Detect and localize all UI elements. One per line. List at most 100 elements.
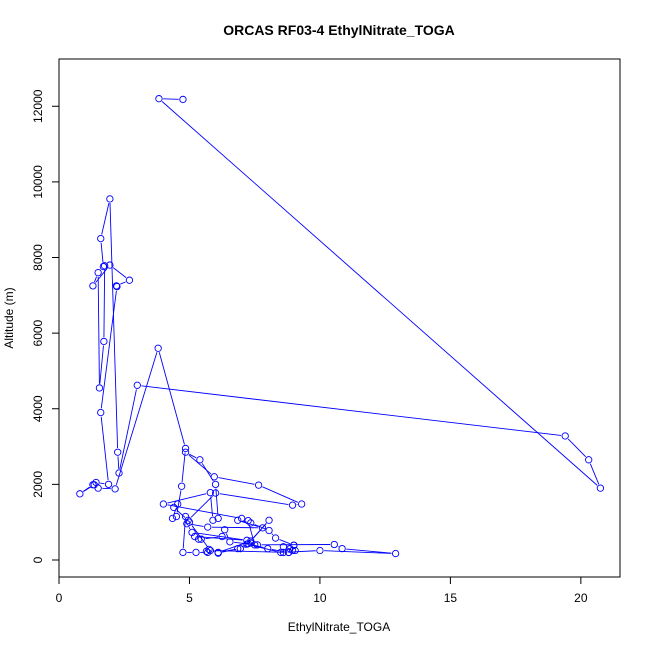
data-series [76, 95, 605, 558]
x-tick-label: 20 [574, 591, 588, 605]
data-point [170, 503, 178, 512]
data-point [196, 456, 204, 464]
series-segment [141, 385, 562, 436]
data-point [192, 548, 200, 557]
y-tick-label: 0 [31, 556, 45, 563]
y-tick-label: 12000 [31, 89, 45, 123]
data-point [106, 195, 114, 203]
data-point [159, 500, 168, 508]
data-point [97, 234, 105, 243]
data-point [284, 548, 293, 557]
series-segment [190, 495, 213, 518]
series-segment [100, 416, 109, 481]
data-point [279, 548, 288, 557]
series-segment [173, 507, 177, 515]
y-tick-label: 4000 [31, 395, 45, 422]
data-point [115, 469, 123, 477]
series-segment [271, 533, 274, 536]
x-axis: 0 5 10 15 20 [56, 576, 588, 605]
series-segment [120, 281, 126, 285]
series-segment [95, 268, 108, 283]
data-point [211, 489, 220, 497]
data-point [238, 514, 246, 523]
data-point [214, 549, 222, 557]
data-point [298, 500, 306, 508]
data-point [172, 512, 181, 521]
series-segment [83, 486, 90, 492]
data-point [99, 262, 108, 271]
data-point [253, 541, 261, 549]
data-point [391, 549, 400, 558]
series-segment [117, 456, 120, 469]
y-axis-label: Altitude (m) [2, 287, 16, 348]
data-point [89, 282, 97, 290]
data-point [277, 548, 285, 557]
data-point [561, 432, 569, 440]
data-point [209, 516, 217, 524]
data-point [184, 516, 192, 524]
series-segment [100, 482, 105, 485]
series-segment [167, 493, 207, 504]
series-segment [198, 536, 243, 541]
series-segment [188, 454, 212, 475]
series-segment [176, 509, 186, 518]
data-point [177, 482, 186, 490]
data-point [101, 262, 109, 270]
data-point [290, 541, 298, 549]
series-segment [119, 389, 137, 470]
data-point [183, 520, 191, 528]
y-axis: 0 2000 4000 6000 8000 10000 12000 [31, 89, 60, 563]
data-point [100, 337, 108, 346]
chart-title: ORCAS RF03-4 EthylNitrate_TOGA [223, 22, 455, 38]
y-tick-label: 8000 [31, 244, 45, 271]
x-axis-label: EthylNitrate_TOGA [288, 620, 390, 634]
data-point [76, 490, 84, 498]
series-segment [250, 544, 277, 552]
series-segment [221, 542, 247, 552]
data-point [89, 481, 97, 489]
data-point [106, 261, 114, 269]
data-point [97, 408, 105, 417]
data-point [234, 544, 242, 553]
data-point [155, 95, 163, 103]
series-segment [215, 488, 219, 515]
series-segment [324, 550, 392, 554]
data-point [181, 512, 190, 521]
series-segment [190, 523, 204, 527]
data-point [154, 344, 162, 352]
series-segment [589, 463, 600, 485]
data-point [206, 489, 214, 497]
data-point [125, 276, 134, 284]
series-segment [188, 527, 191, 530]
series-segment [99, 345, 104, 384]
series-segment [222, 549, 234, 553]
series-segment [250, 523, 267, 541]
data-point [243, 536, 251, 544]
series-segment [567, 438, 587, 458]
data-point [210, 473, 218, 481]
series-segment [161, 101, 598, 486]
data-point [265, 516, 273, 524]
data-point [221, 526, 229, 534]
data-point [168, 514, 177, 523]
series-segment [189, 453, 197, 459]
data-point [247, 539, 255, 547]
y-tick-label: 2000 [31, 471, 45, 498]
data-point [112, 282, 121, 290]
data-point [234, 516, 242, 524]
y-tick-label: 10000 [31, 165, 45, 199]
data-point [111, 485, 119, 493]
series-segment [279, 539, 291, 545]
data-point [211, 480, 220, 489]
series-segment [94, 276, 98, 283]
series-segment [287, 547, 292, 550]
series-segment [158, 352, 185, 445]
series-segment [182, 520, 186, 549]
x-tick-label: 10 [313, 591, 327, 605]
data-point [288, 501, 297, 509]
data-point [291, 546, 299, 555]
data-point [265, 526, 273, 535]
data-point [236, 544, 244, 553]
data-point [95, 384, 104, 392]
series-segment [218, 477, 255, 485]
